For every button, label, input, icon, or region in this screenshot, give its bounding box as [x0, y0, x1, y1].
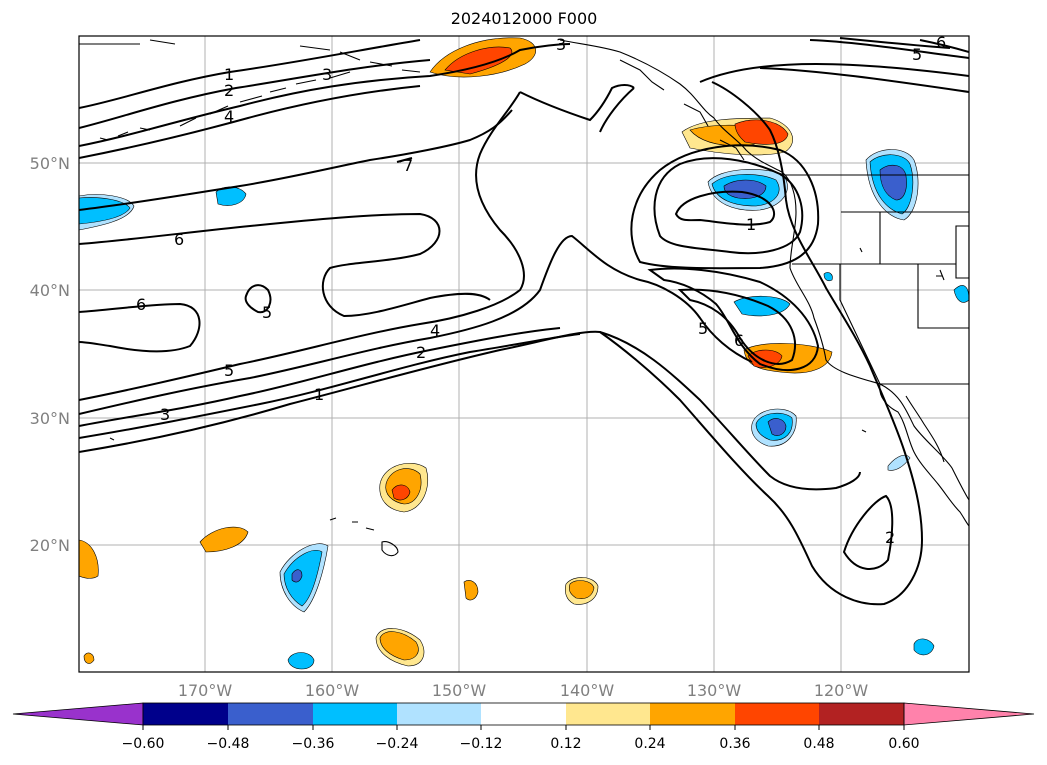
- contour-label: 3: [322, 65, 332, 84]
- contour-label: 1: [746, 215, 756, 234]
- colorbar-tick-label: 0.48: [803, 736, 834, 752]
- contour-label: 2: [416, 343, 426, 362]
- contour-lines: [79, 37, 969, 606]
- lat-label: 50°N: [30, 154, 70, 173]
- colorbar-tick-label: −0.24: [376, 736, 419, 752]
- lon-label: 150°W: [432, 681, 487, 700]
- colorbar: −0.60 −0.48 −0.36 −0.24 −0.12 0.12 0.24 …: [12, 702, 1035, 752]
- contour-label: 5: [224, 361, 234, 380]
- colorbar-tick-label: 0.12: [550, 736, 581, 752]
- latitude-labels: 50°N 40°N 30°N 20°N: [30, 154, 70, 555]
- lat-label: 20°N: [30, 536, 70, 555]
- shaded-fields: [79, 37, 969, 670]
- map-panel: 1 2 3 4 3 7 6 6 5 4 2 5 1 3 1 5 6 2 5 6: [79, 33, 969, 672]
- coastlines: [79, 39, 969, 557]
- contour-label: 7: [403, 156, 413, 175]
- longitude-labels: 170°W 160°W 150°W 140°W 130°W 120°W: [178, 681, 869, 700]
- contour-label: 5: [262, 303, 272, 322]
- colorbar-tick-label: −0.48: [207, 736, 250, 752]
- map-frame: [78, 35, 970, 673]
- contour-label: 6: [174, 230, 184, 249]
- contour-label: 1: [314, 385, 324, 404]
- colorbar-tick-label: −0.60: [122, 736, 165, 752]
- contour-label: 4: [430, 321, 440, 340]
- contour-label: 4: [224, 107, 234, 126]
- lat-label: 30°N: [30, 409, 70, 428]
- colorbar-bin: [481, 703, 566, 725]
- lon-label: 120°W: [814, 681, 869, 700]
- colorbar-bin: [397, 703, 481, 725]
- colorbar-bin: [735, 703, 819, 725]
- lon-label: 160°W: [305, 681, 360, 700]
- colorbar-bin: [313, 703, 397, 725]
- contour-label: 5: [912, 45, 922, 64]
- lat-label: 40°N: [30, 281, 70, 300]
- contour-label: 6: [936, 33, 946, 52]
- colorbar-tick-label: 0.36: [719, 736, 750, 752]
- colorbar-tick-label: −0.36: [292, 736, 335, 752]
- contour-label: 2: [885, 528, 895, 547]
- colorbar-bin: [228, 703, 313, 725]
- map-title: 2024012000 F000: [450, 9, 598, 28]
- colorbar-tick-label: −0.12: [460, 736, 503, 752]
- colorbar-bin: [650, 703, 735, 725]
- colorbar-tick-label: 0.60: [888, 736, 919, 752]
- contour-label: 2: [224, 81, 234, 100]
- contour-label: 1: [224, 65, 234, 84]
- lon-label: 140°W: [560, 681, 615, 700]
- contour-label: 5: [698, 319, 708, 338]
- colorbar-extend-max: [903, 702, 1035, 726]
- lon-label: 130°W: [687, 681, 742, 700]
- colorbar-bin: [819, 703, 904, 725]
- contour-label: 3: [556, 35, 566, 54]
- colorbar-bin: [143, 703, 228, 725]
- graticule: [79, 36, 969, 672]
- contour-label: 3: [160, 405, 170, 424]
- colorbar-bin: [566, 703, 650, 725]
- contour-label: 6: [734, 331, 744, 350]
- contour-labels: 1 2 3 4 3 7 6 6 5 4 2 5 1 3 1 5 6 2 5 6: [136, 33, 946, 547]
- lon-label: 170°W: [178, 681, 233, 700]
- colorbar-tick-label: 0.24: [634, 736, 665, 752]
- contour-label: 6: [136, 295, 146, 314]
- colorbar-extend-min: [12, 702, 144, 726]
